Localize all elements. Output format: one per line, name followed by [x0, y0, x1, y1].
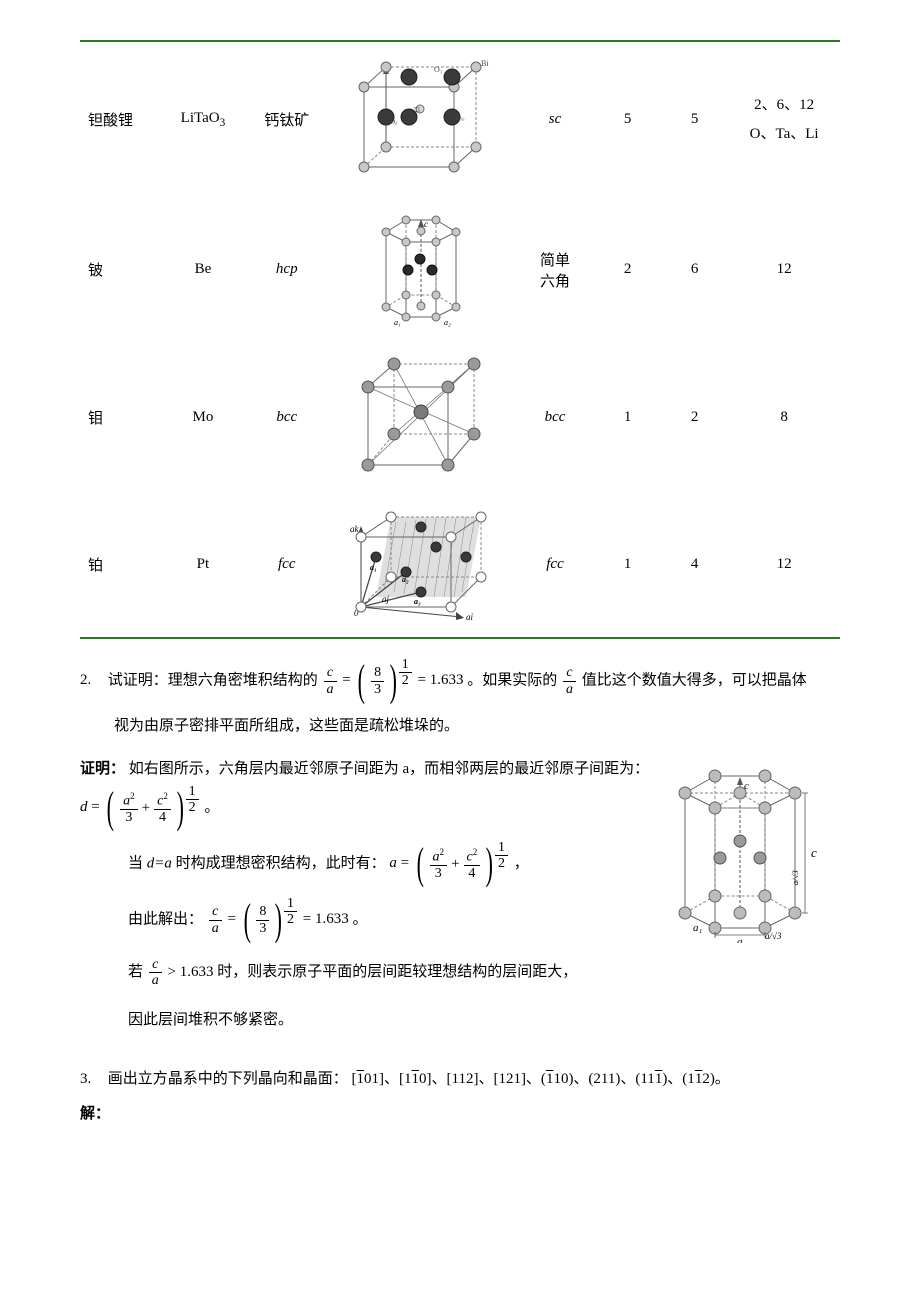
cell-col6: 1	[594, 342, 661, 492]
svg-text:a₁: a₁	[394, 318, 401, 327]
proof-label: 证明：	[80, 761, 125, 777]
cell-col7: 6	[661, 197, 728, 342]
cell-col8: 2、6、12O、Ta、Li	[728, 41, 840, 197]
cell-bravais: 简单六角	[516, 197, 594, 342]
svg-text:a: a	[737, 936, 743, 943]
cell-diagram: c	[326, 197, 516, 342]
equation-ca-ratio: ca = (83)12 = 1.633	[322, 672, 468, 688]
problem-3: 3. 画出立方晶系中的下列晶向和晶面： [101]、[110]、[112]、[1…	[80, 1064, 840, 1094]
table-row: 铂 Pt fcc	[80, 492, 840, 638]
svg-text:O₁: O₁	[434, 65, 443, 74]
crystal-structure-table: 钽酸锂 LiTaO3 钙钛矿	[80, 40, 840, 639]
problem-text: 值比这个数值大得多，可以把晶体	[582, 672, 807, 688]
cell-formula: LiTaO3	[158, 41, 247, 197]
svg-text:a/√3: a/√3	[791, 870, 800, 885]
solution-label: 解：	[80, 1102, 840, 1123]
proof-block: c c a₁	[80, 753, 840, 1050]
cell-diagram: ai ak aj 0 a₁ a₂ a₃	[326, 492, 516, 638]
cell-formula: Pt	[158, 492, 247, 638]
cell-col8: 8	[728, 342, 840, 492]
table-row: 钽酸锂 LiTaO3 钙钛矿	[80, 41, 840, 197]
cell-structure: hcp	[248, 197, 326, 342]
hcp-detailed-diagram: c c a₁	[665, 753, 840, 956]
cell-col7: 2	[661, 342, 728, 492]
proof-text: 如右图所示，六角层内最近邻原子间距为 a，而相邻两层的最近邻原子间距为：	[129, 761, 649, 777]
perovskite-diagram: Bi O₁ Oᵢᵢ Ti Oᵢᵢᵢ	[346, 52, 496, 182]
cell-col6: 5	[594, 41, 661, 197]
hcp-diagram: c	[366, 207, 476, 327]
proof-step-4: 若 ca > 1.633 时，则表示原子平面的层间距较理想结构的层间距大，	[80, 954, 840, 990]
table-row: 钼 Mo bcc	[80, 342, 840, 492]
problem-text: 画出立方晶系中的下列晶向和晶面：	[108, 1071, 348, 1087]
bcc-diagram	[356, 352, 486, 477]
formula-text: LiTaO3	[181, 110, 226, 126]
cell-col8: 12	[728, 197, 840, 342]
cell-structure: fcc	[248, 492, 326, 638]
svg-text:Oᵢᵢᵢ: Oᵢᵢᵢ	[456, 114, 465, 122]
cell-bravais: sc	[516, 41, 594, 197]
svg-text:aj: aj	[382, 594, 390, 604]
table-row: 铍 Be hcp	[80, 197, 840, 342]
cell-col7: 4	[661, 492, 728, 638]
cell-structure: bcc	[248, 342, 326, 492]
svg-text:c: c	[424, 219, 428, 229]
equation-ca-result: ca = (83)12 = 1.633	[207, 911, 353, 927]
cell-name: 铍	[80, 197, 158, 342]
proof-text: 。	[204, 799, 219, 815]
svg-text:ai: ai	[466, 612, 474, 622]
cell-bravais: bcc	[516, 342, 594, 492]
svg-text:Ti: Ti	[414, 106, 420, 114]
cell-bravais: fcc	[516, 492, 594, 638]
fcc-diagram: ai ak aj 0 a₁ a₂ a₃	[346, 502, 496, 622]
problem-2-cont: 视为由原子密排平面所组成，这些面是疏松堆垛的。	[80, 711, 840, 741]
miller-indices-list: [101]、[110]、[112]、[121]、(110)、(211)、(111…	[352, 1071, 730, 1087]
svg-text:Oᵢᵢ: Oᵢᵢ	[390, 118, 398, 126]
proof-step-5: 因此层间堆积不够紧密。	[80, 1002, 840, 1038]
cell-name: 钽酸锂	[80, 41, 158, 197]
cell-diagram: Bi O₁ Oᵢᵢ Ti Oᵢᵢᵢ	[326, 41, 516, 197]
svg-text:a₂: a₂	[444, 318, 451, 327]
svg-text:a₃: a₃	[414, 597, 421, 606]
cell-col8: 12	[728, 492, 840, 638]
problem-number: 2.	[80, 665, 104, 695]
svg-text:c: c	[811, 845, 817, 860]
equation-a: a = ( a23 + c24 )12	[389, 855, 513, 871]
problem-text: 试证明：理想六角密堆积结构的	[108, 672, 318, 688]
svg-text:Bi: Bi	[481, 59, 489, 68]
equation-d: d = ( a23 + c24 )12	[80, 799, 204, 815]
cell-diagram	[326, 342, 516, 492]
svg-text:a/√3: a/√3	[765, 931, 782, 941]
cell-formula: Mo	[158, 342, 247, 492]
cell-name: 铂	[80, 492, 158, 638]
cell-col6: 2	[594, 197, 661, 342]
problem-text: 。如果实际的	[467, 672, 557, 688]
cell-col6: 1	[594, 492, 661, 638]
cell-formula: Be	[158, 197, 247, 342]
svg-text:a₁: a₁	[693, 922, 703, 934]
problem-number: 3.	[80, 1064, 104, 1094]
cell-col7: 5	[661, 41, 728, 197]
svg-text:a₁: a₁	[370, 563, 377, 572]
problem-2: 2. 试证明：理想六角密堆积结构的 ca = (83)12 = 1.633 。如…	[80, 659, 840, 703]
cell-name: 钼	[80, 342, 158, 492]
cell-structure: 钙钛矿	[248, 41, 326, 197]
